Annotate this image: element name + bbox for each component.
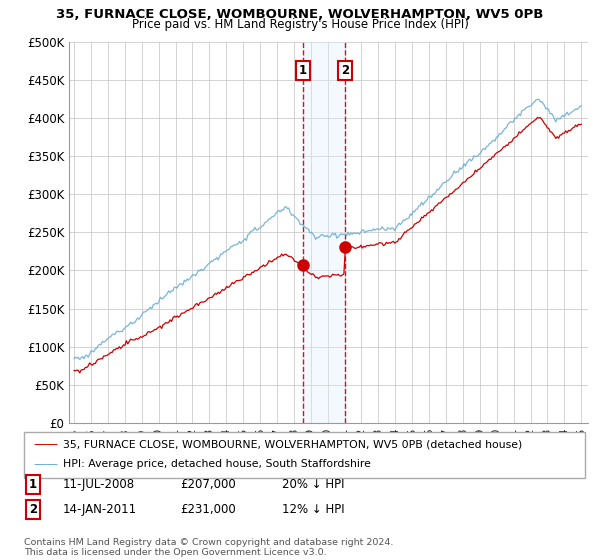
- Text: 2: 2: [29, 503, 37, 516]
- Text: 35, FURNACE CLOSE, WOMBOURNE, WOLVERHAMPTON, WV5 0PB: 35, FURNACE CLOSE, WOMBOURNE, WOLVERHAMP…: [56, 8, 544, 21]
- Text: Price paid vs. HM Land Registry's House Price Index (HPI): Price paid vs. HM Land Registry's House …: [131, 18, 469, 31]
- Text: 2: 2: [341, 64, 349, 77]
- Text: 35, FURNACE CLOSE, WOMBOURNE, WOLVERHAMPTON, WV5 0PB (detached house): 35, FURNACE CLOSE, WOMBOURNE, WOLVERHAMP…: [63, 440, 522, 450]
- Text: 11-JUL-2008: 11-JUL-2008: [63, 478, 135, 491]
- Text: 20% ↓ HPI: 20% ↓ HPI: [282, 478, 344, 491]
- Text: £231,000: £231,000: [180, 503, 236, 516]
- Text: 1: 1: [299, 64, 307, 77]
- Text: £207,000: £207,000: [180, 478, 236, 491]
- Text: ——: ——: [33, 458, 58, 471]
- Bar: [303, 42, 345, 423]
- Text: 14-JAN-2011: 14-JAN-2011: [63, 503, 137, 516]
- Text: ——: ——: [33, 438, 58, 451]
- Text: 1: 1: [29, 478, 37, 491]
- Text: Contains HM Land Registry data © Crown copyright and database right 2024.
This d: Contains HM Land Registry data © Crown c…: [24, 538, 394, 557]
- Text: HPI: Average price, detached house, South Staffordshire: HPI: Average price, detached house, Sout…: [63, 459, 371, 469]
- Text: 12% ↓ HPI: 12% ↓ HPI: [282, 503, 344, 516]
